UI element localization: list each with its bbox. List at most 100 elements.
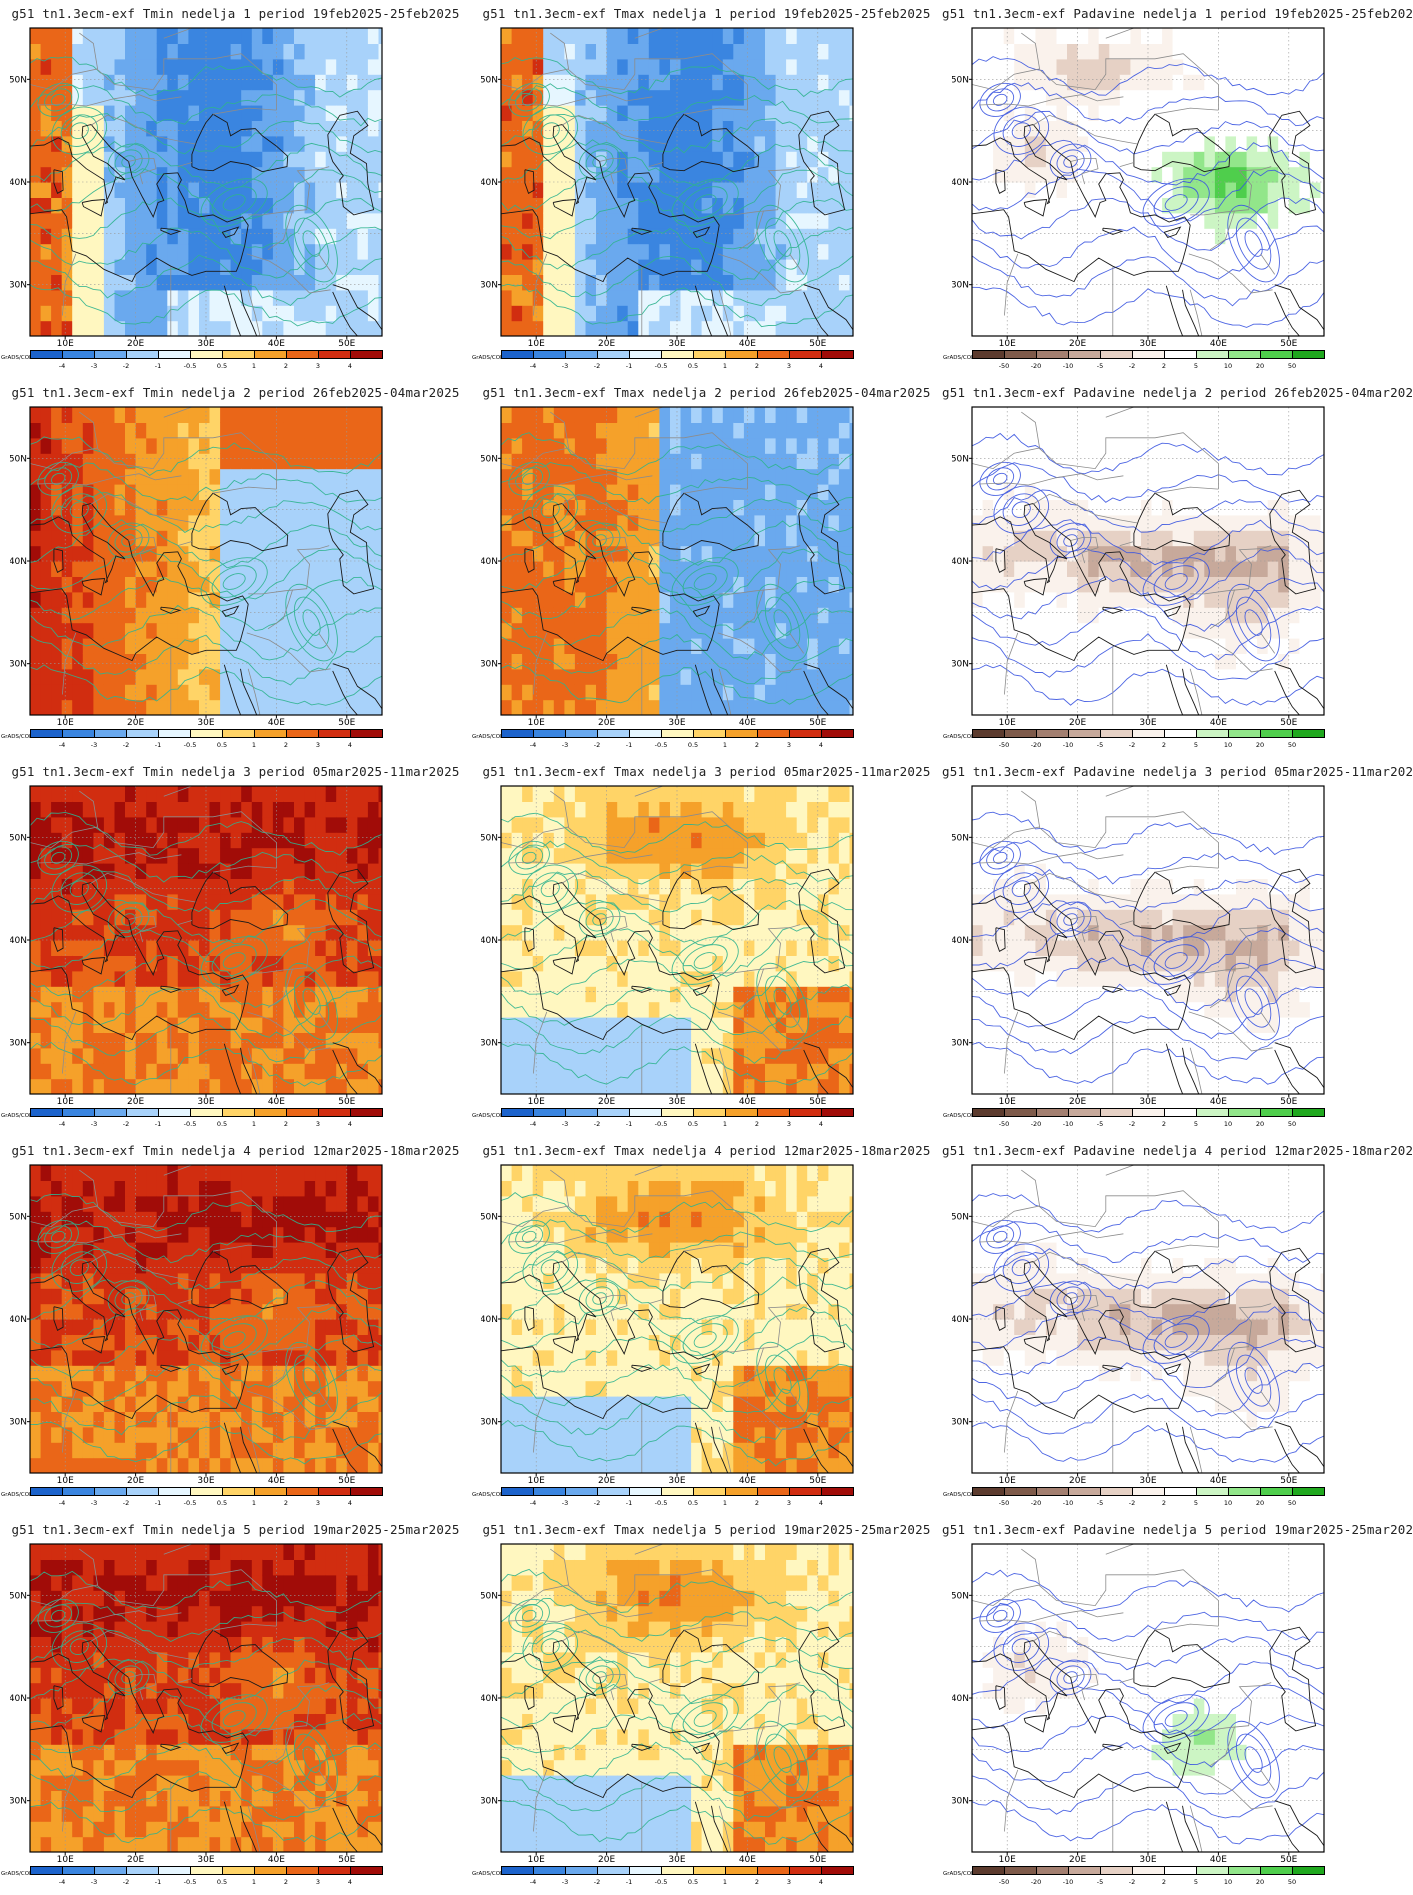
colorbar-legend: GrADS/COLA -50 -20 -10 -5 -2 2 5 10 20 50 [942, 348, 1413, 378]
colorbar-swatch [1260, 1108, 1293, 1117]
lon-tick-label: 10E [57, 1097, 74, 1106]
colorbar-swatch [1164, 350, 1197, 359]
colorbar-swatch [501, 729, 534, 738]
colorbar-tick-label: 10 [1223, 362, 1233, 370]
lon-tick-label: 50E [1280, 1097, 1297, 1106]
lat-tick-label: 40N [10, 178, 27, 188]
lon-tick-label: 30E [1139, 1476, 1156, 1485]
lon-tick-label: 20E [1069, 1097, 1086, 1106]
lat-tick-label: 40N [10, 1694, 27, 1704]
colorbar-swatch [254, 729, 287, 738]
colorbar-tick-label: 4 [347, 1878, 353, 1886]
colorbar-tick-label: 20 [1255, 741, 1265, 749]
lon-tick-label: 20E [1069, 718, 1086, 727]
colorbar-swatch [661, 729, 694, 738]
colorbar-swatch [286, 729, 319, 738]
colorbar-swatch [1196, 1487, 1229, 1496]
lat-tick-label: 50N [10, 75, 27, 85]
colorbar-swatch [1196, 1866, 1229, 1875]
grads-cola-tag: GrADS/COLA [1, 355, 36, 361]
lon-tick-label: 50E [338, 339, 355, 348]
colorbar-tick-label: 3 [786, 362, 792, 370]
lat-tick-label: 50N [10, 454, 27, 464]
grads-cola-tag: GrADS/COLA [472, 1871, 507, 1877]
grads-cola-tag: GrADS/COLA [472, 734, 507, 740]
colorbar-tick-label: -4 [529, 741, 537, 749]
lon-tick-label: 50E [809, 339, 826, 348]
lon-tick-label: 50E [338, 1097, 355, 1106]
coastlines [30, 407, 382, 715]
colorbar-tick-label: -0.5 [183, 362, 197, 370]
colorbar-tick-label: -20 [1030, 1878, 1042, 1886]
colorbar-legend: GrADS/COLA -4 -3 -2 -1 -0.5 0.5 1 2 3 4 [471, 1106, 942, 1136]
colorbar-tick-label: -2 [1128, 1878, 1136, 1886]
lon-tick-label: 50E [338, 718, 355, 727]
colorbar-tick-label: 4 [818, 1120, 824, 1128]
colorbar-tick-label: -5 [1096, 1878, 1104, 1886]
colorbar-tick-label: 0.5 [216, 1499, 228, 1507]
lon-tick-label: 30E [197, 1855, 214, 1864]
colorbar-tick-label: -10 [1062, 1499, 1074, 1507]
colorbar-tick-label: -20 [1030, 362, 1042, 370]
colorbar-tick-label: 0.5 [687, 362, 699, 370]
lon-tick-label: 50E [1280, 339, 1297, 348]
lon-tick-label: 30E [197, 1097, 214, 1106]
colorbar-tick-label: -3 [90, 362, 98, 370]
lon-tick-label: 20E [127, 1855, 144, 1864]
colorbar-tick-label: -2 [1128, 1499, 1136, 1507]
colorbar-swatch [1164, 1108, 1197, 1117]
colorbar-swatch [501, 350, 534, 359]
colorbar-tick-label: 3 [315, 741, 321, 749]
colorbar-tick-label: -4 [58, 362, 66, 370]
colorbar-tick-label: -0.5 [654, 741, 668, 749]
colorbar-tick-label: 5 [1193, 1120, 1199, 1128]
colorbar-swatch [597, 1487, 630, 1496]
lat-tick-label: 40N [952, 1315, 969, 1325]
colorbar-swatch [94, 1487, 127, 1496]
colorbar-swatch [286, 1108, 319, 1117]
lon-tick-label: 30E [1139, 339, 1156, 348]
colorbar-tick-label: -1 [154, 1878, 162, 1886]
lat-tick-label: 50N [952, 454, 969, 464]
colorbar-tick-label: 1 [722, 1499, 728, 1507]
colorbar-swatch [1292, 729, 1325, 738]
lat-tick-label: 30N [952, 1418, 969, 1428]
lon-tick-label: 50E [1280, 1855, 1297, 1864]
panel-title: g51 tn1.3ecm-exf Padavine nedelja 4 peri… [942, 1143, 1413, 1158]
grads-cola-tag: GrADS/COLA [1, 1492, 36, 1498]
lon-tick-label: 20E [1069, 1855, 1086, 1864]
colorbar-swatch [565, 350, 598, 359]
colorbar-tick-label: 50 [1287, 1878, 1297, 1886]
colorbar-swatch [190, 1866, 223, 1875]
colorbar-swatch [1196, 350, 1229, 359]
anomaly-field [972, 1544, 1324, 1852]
coastlines [972, 1544, 1324, 1852]
lon-tick-label: 20E [598, 1097, 615, 1106]
colorbar-swatch [222, 350, 255, 359]
lon-tick-label: 20E [127, 1476, 144, 1485]
panel-title: g51 tn1.3ecm-exf Tmin nedelja 2 period 2… [11, 385, 460, 400]
colorbar-swatch [1292, 1108, 1325, 1117]
colorbar-tick-label: -2 [1128, 741, 1136, 749]
colorbar-swatch [222, 1487, 255, 1496]
colorbar-swatch [30, 1108, 63, 1117]
colorbar-tick-label: -3 [561, 1120, 569, 1128]
lat-tick-label: 40N [481, 178, 498, 188]
lat-tick-label: 50N [481, 1212, 498, 1222]
forecast-panel: g51 tn1.3ecm-exf Tmin nedelja 1 period 1… [0, 0, 471, 379]
panel-title: g51 tn1.3ecm-exf Tmax nedelja 3 period 0… [482, 764, 931, 779]
colorbar-swatch [350, 350, 383, 359]
lon-tick-label: 30E [197, 339, 214, 348]
forecast-panel: g51 tn1.3ecm-exf Padavine nedelja 5 peri… [942, 1516, 1413, 1895]
colorbar-swatch [1260, 1487, 1293, 1496]
colorbar-swatch [693, 1866, 726, 1875]
colorbar-tick-label: 3 [786, 1878, 792, 1886]
anomaly-field [972, 786, 1324, 1094]
panel-title: g51 tn1.3ecm-exf Tmax nedelja 5 period 1… [482, 1522, 931, 1537]
colorbar-tick-label: -2 [122, 1878, 130, 1886]
colorbar-tick-label: 5 [1193, 1878, 1199, 1886]
forecast-panel: g51 tn1.3ecm-exf Tmin nedelja 4 period 1… [0, 1137, 471, 1516]
colorbar-tick-label: 0.5 [687, 741, 699, 749]
colorbar-tick-label: -50 [998, 1499, 1010, 1507]
colorbar-swatch [62, 1866, 95, 1875]
